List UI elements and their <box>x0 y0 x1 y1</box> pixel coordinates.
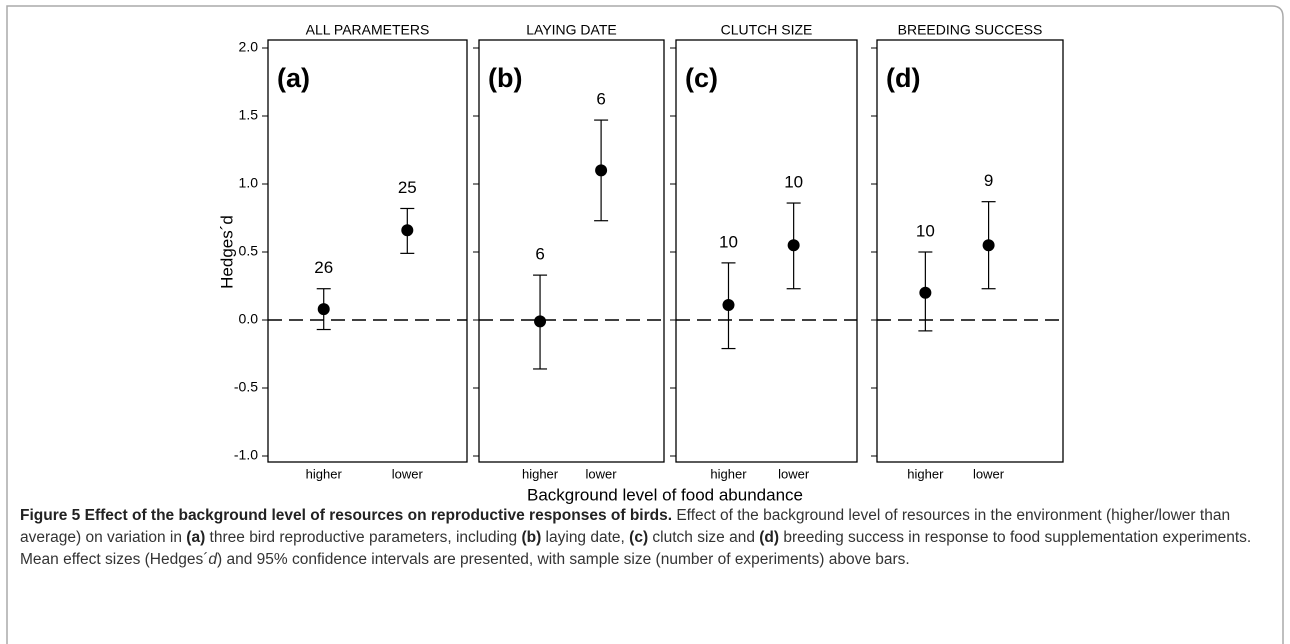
panel-label: (b) <box>488 63 522 93</box>
y-tick-label: 1.0 <box>239 175 259 191</box>
point <box>534 315 547 328</box>
panel-title: ALL PARAMETERS <box>306 22 430 38</box>
caption-title: Effect of the background level of resour… <box>84 507 673 524</box>
y-tick-label: 0.0 <box>239 311 259 327</box>
y-axis-label: Hedges´d <box>217 215 236 289</box>
point <box>595 164 608 177</box>
caption-ref: (a) <box>186 529 206 546</box>
sample-size-label: 25 <box>398 178 417 197</box>
panel-frame <box>267 39 468 463</box>
sample-size-label: 6 <box>596 90 605 109</box>
x-tick-label: higher <box>907 466 944 481</box>
caption-text: ) and 95% confidence intervals are prese… <box>217 551 910 568</box>
y-tick-label: 1.5 <box>239 107 259 123</box>
x-tick-label: lower <box>778 466 810 481</box>
caption-label: Figure 5 <box>20 507 81 524</box>
y-tick-label: -0.5 <box>234 379 258 395</box>
point <box>919 286 932 299</box>
sample-size-label: 10 <box>719 232 738 251</box>
panel-frame <box>675 39 858 463</box>
sample-size-label: 6 <box>535 245 544 264</box>
caption-italic: d <box>208 551 218 568</box>
caption-text: breeding success in response to food sup… <box>20 529 1252 568</box>
figure-frame <box>6 5 1284 644</box>
point <box>401 224 414 237</box>
point <box>317 303 330 316</box>
panel-title: LAYING DATE <box>526 22 617 38</box>
panel-title: BREEDING SUCCESS <box>898 22 1043 38</box>
sample-size-label: 10 <box>784 173 803 192</box>
panel-frame <box>478 39 665 463</box>
point <box>722 299 735 312</box>
x-axis-label: Background level of food abundance <box>527 485 803 504</box>
caption-text: laying date, <box>541 529 630 546</box>
x-tick-label: higher <box>522 466 559 481</box>
x-tick-label: higher <box>710 466 747 481</box>
panel-frame <box>876 39 1064 463</box>
panel-label: (c) <box>685 63 718 93</box>
sample-size-label: 9 <box>984 171 993 190</box>
y-tick-label: 2.0 <box>239 39 259 55</box>
y-tick-label: 0.5 <box>239 243 259 259</box>
caption-ref: (d) <box>759 529 780 546</box>
x-tick-label: lower <box>973 466 1005 481</box>
caption-text: clutch size and <box>648 529 760 546</box>
point <box>787 239 800 252</box>
panel-label: (a) <box>277 63 310 93</box>
caption-ref: (b) <box>521 529 542 546</box>
x-tick-label: higher <box>306 466 343 481</box>
panel-label: (d) <box>886 63 920 93</box>
x-tick-label: lower <box>586 466 618 481</box>
panel-title: CLUTCH SIZE <box>721 22 813 38</box>
caption: Figure 5 Effect of the background level … <box>20 505 1270 571</box>
caption-text: three bird reproductive parameters, incl… <box>205 529 522 546</box>
sample-size-label: 26 <box>314 258 333 277</box>
caption-text: Effect of the background level of resour… <box>20 507 1231 546</box>
caption-ref: (c) <box>629 529 649 546</box>
sample-size-label: 10 <box>916 221 935 240</box>
point <box>982 239 995 252</box>
y-tick-label: -1.0 <box>234 447 258 463</box>
x-tick-label: lower <box>392 466 424 481</box>
